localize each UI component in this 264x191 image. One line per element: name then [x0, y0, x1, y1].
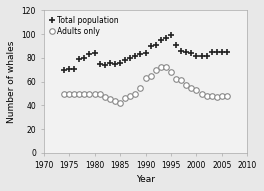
Y-axis label: Number of whales: Number of whales	[7, 40, 16, 123]
X-axis label: Year: Year	[136, 175, 155, 184]
Legend: Total population, Adults only: Total population, Adults only	[46, 13, 122, 39]
